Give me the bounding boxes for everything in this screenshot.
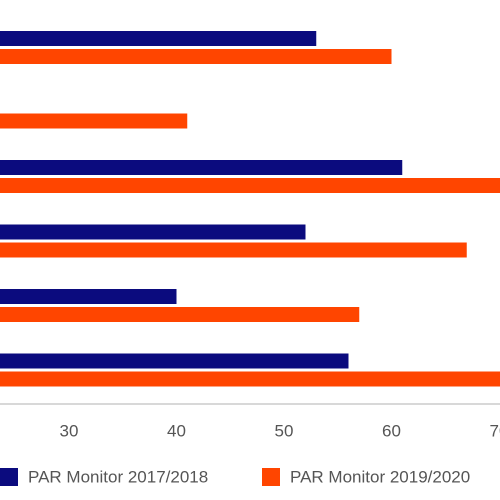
bar [0, 224, 306, 240]
legend-label: PAR Monitor 2017/2018 [28, 467, 208, 486]
legend-swatch [262, 468, 280, 486]
bar [0, 49, 392, 64]
bar [0, 289, 177, 304]
x-tick-label: 30 [60, 421, 79, 440]
bar [0, 353, 349, 369]
x-tick-label: 60 [382, 421, 401, 440]
legend-swatch [0, 468, 18, 486]
bar [0, 31, 317, 46]
bar [0, 113, 188, 129]
legend-label: PAR Monitor 2019/2020 [290, 467, 470, 486]
x-tick-label: 70 [490, 421, 500, 440]
bar [0, 307, 360, 322]
x-tick-label: 50 [275, 421, 294, 440]
bar [0, 371, 500, 387]
bar [0, 160, 403, 175]
bar [0, 178, 500, 193]
bar [0, 242, 467, 258]
x-tick-label: 40 [167, 421, 186, 440]
